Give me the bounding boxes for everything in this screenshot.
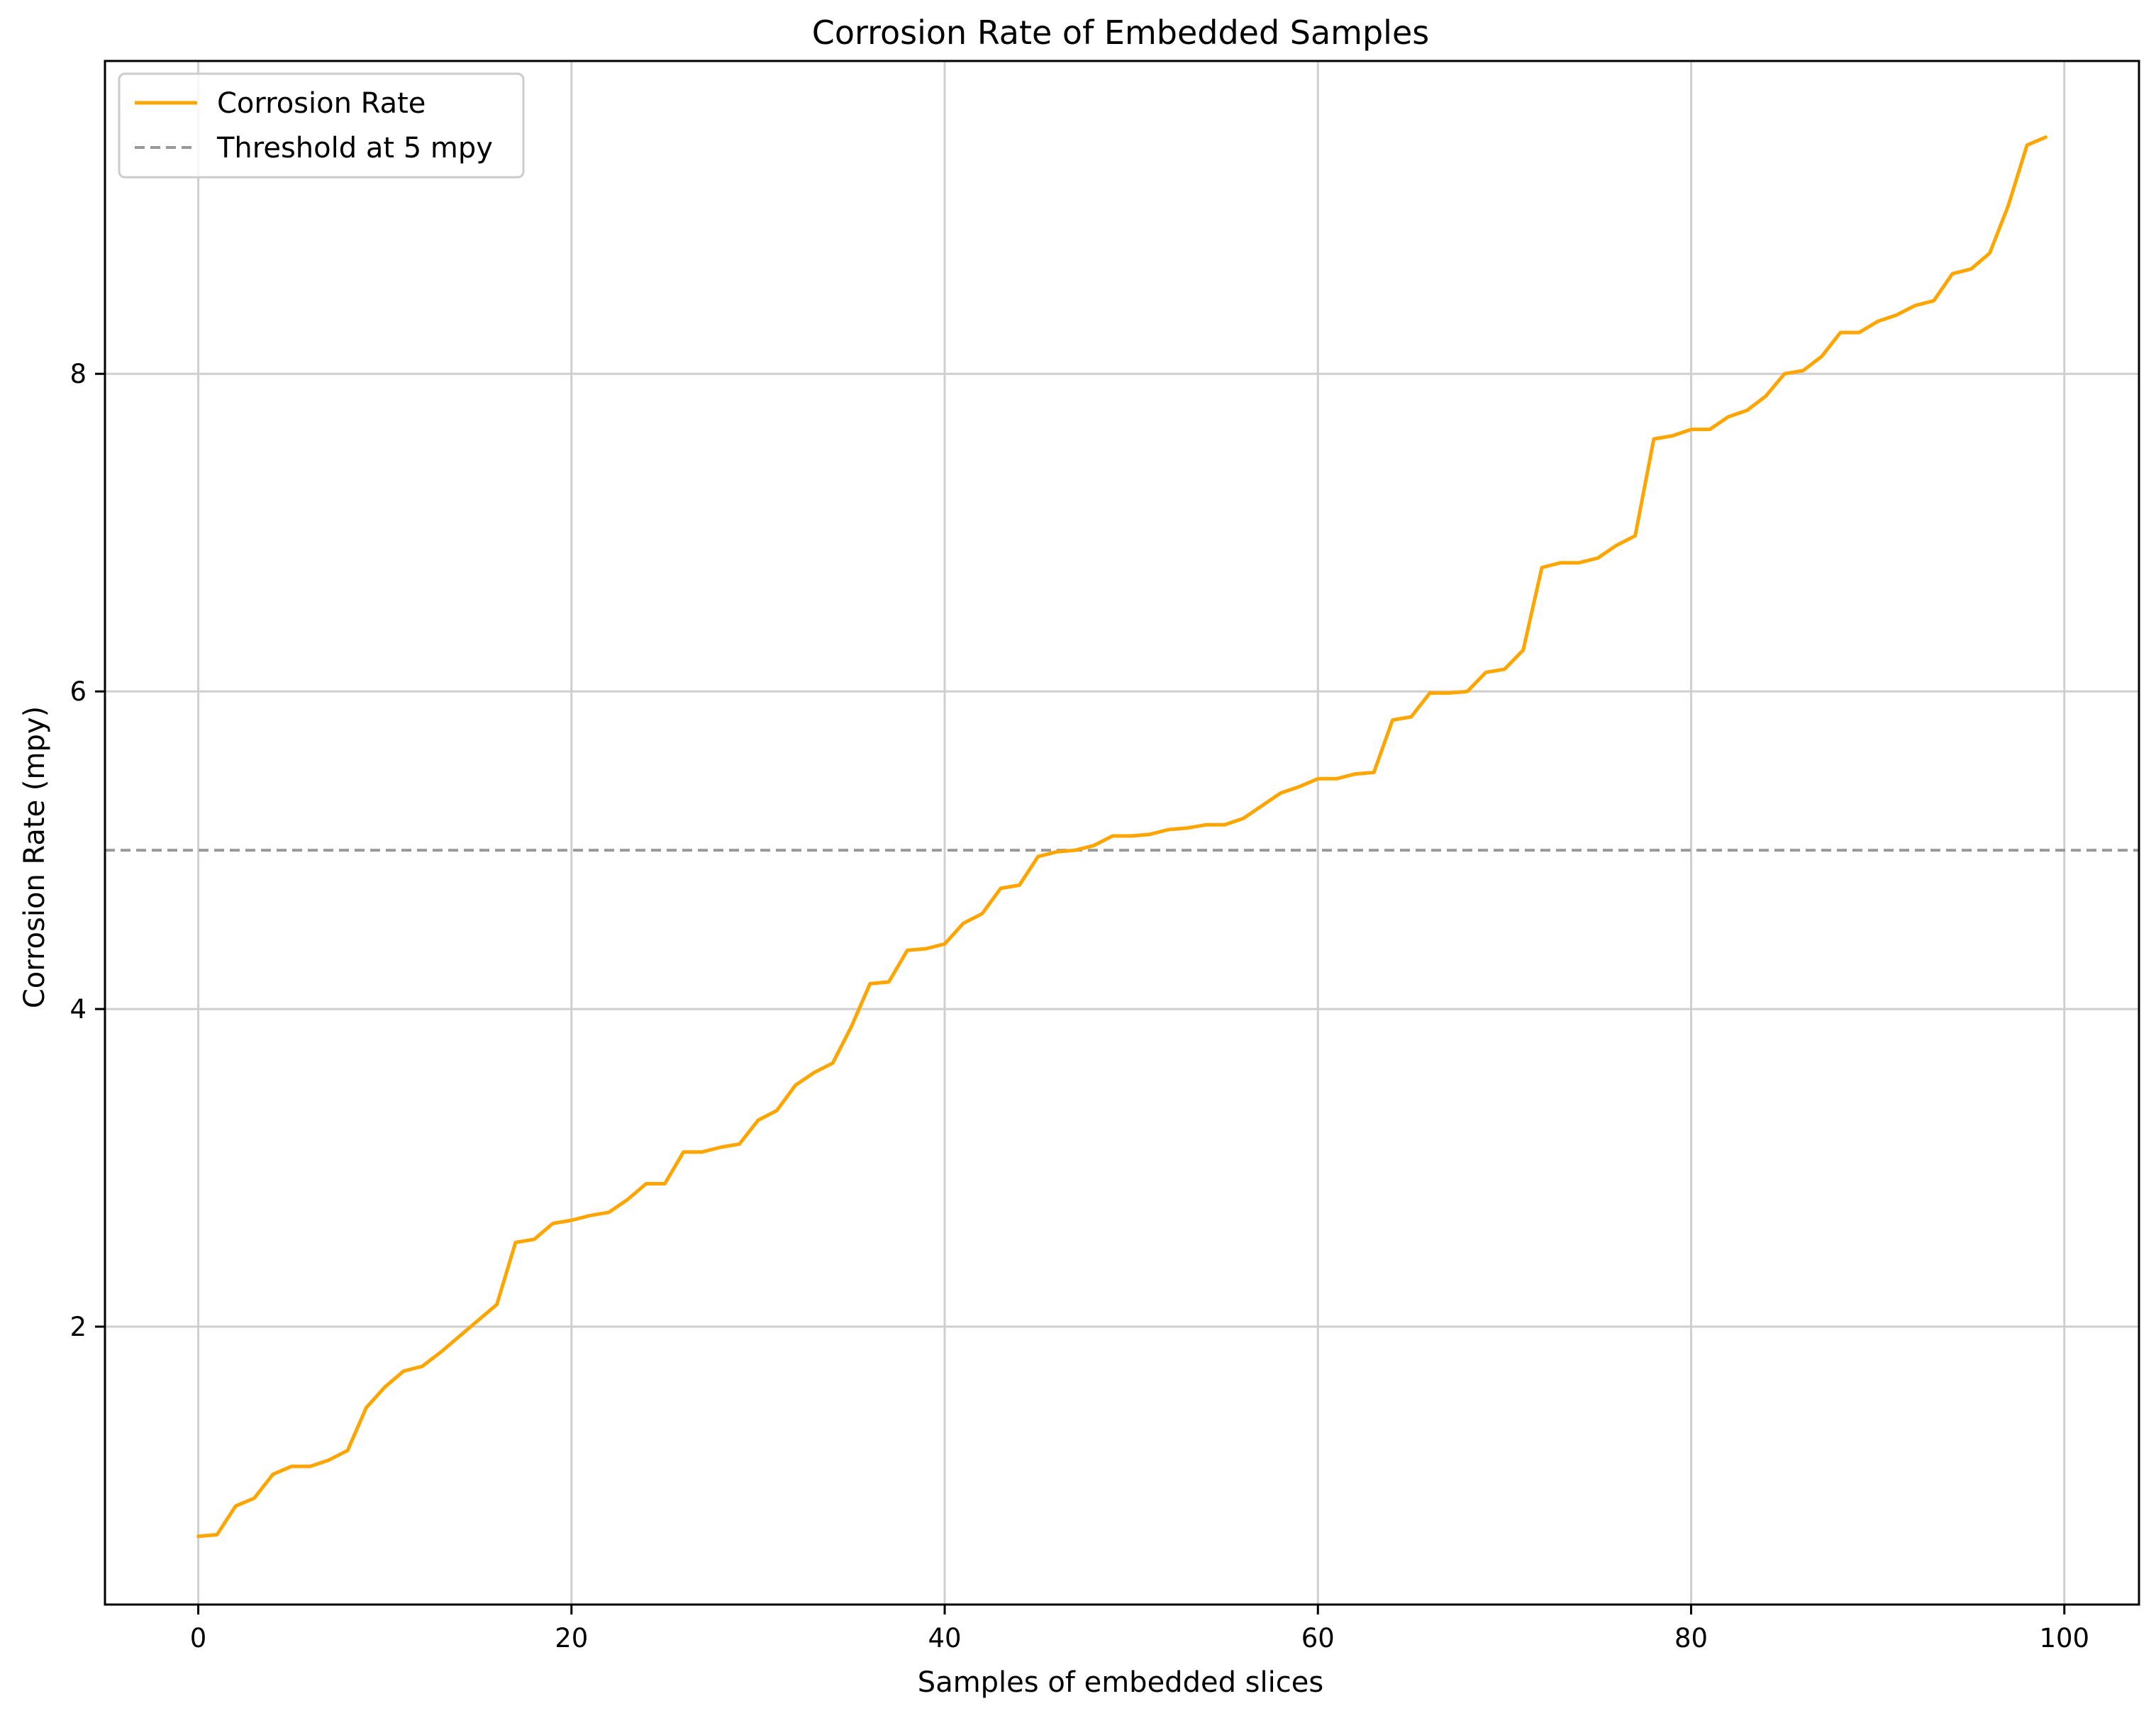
chart-title: Corrosion Rate of Embedded Samples	[812, 13, 1429, 52]
x-tick-label: 60	[1301, 1623, 1335, 1653]
legend-label-threshold: Threshold at 5 mpy	[216, 132, 493, 164]
y-axis-label: Corrosion Rate (mpy)	[18, 706, 51, 1008]
plot-frame	[105, 61, 2139, 1605]
grid	[105, 61, 2139, 1605]
x-tick-label: 20	[555, 1623, 588, 1653]
legend-label-corrosion-rate: Corrosion Rate	[217, 87, 426, 120]
y-tick-label: 2	[70, 1312, 87, 1342]
x-tick-label: 40	[928, 1623, 961, 1653]
x-tick-label: 80	[1674, 1623, 1708, 1653]
legend: Corrosion Rate Threshold at 5 mpy	[119, 74, 523, 177]
y-tick-label: 6	[70, 676, 87, 707]
x-tick-label: 0	[190, 1623, 207, 1653]
y-tick-label: 4	[70, 994, 87, 1025]
x-tick-label: 100	[2039, 1623, 2089, 1653]
x-axis-ticks: 0 20 40 60 80 100	[190, 1605, 2089, 1653]
x-axis-label: Samples of embedded slices	[918, 1666, 1323, 1699]
y-axis-ticks: 2 4 6 8	[70, 359, 105, 1342]
y-tick-label: 8	[70, 359, 87, 389]
